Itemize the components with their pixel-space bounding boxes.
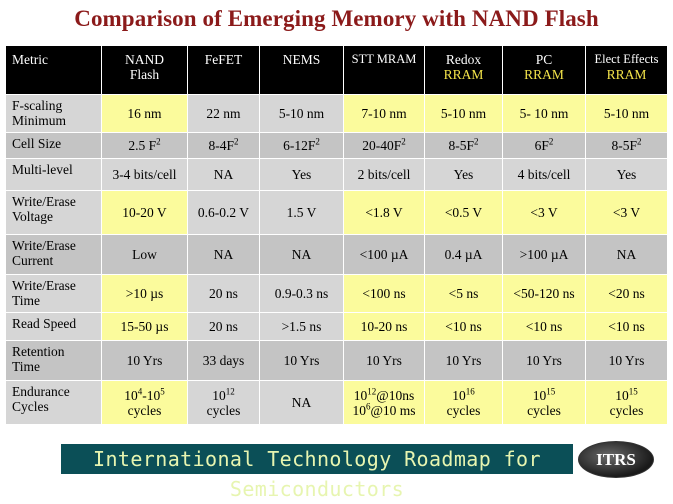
cell-nand: 15-50 µs [101,312,188,341]
cell-nand: 10 Yrs [101,340,188,381]
cell-nems: 0.9-0.3 ns [259,274,344,313]
cell-pc: >100 µA [502,234,586,275]
table-row: Write/Erase Current Low NA NA <100 µA 0.4… [5,234,668,275]
cell-pc: <50-120 ns [502,274,586,313]
header-fefet: FeFET [187,45,260,95]
cell-nems: >1.5 ns [259,312,344,341]
cell-fefet: 20 ns [187,274,260,313]
metric-label: Write/Erase Time [5,274,102,313]
cell-pc: 1015 cycles [502,380,586,425]
metric-label: Write/Erase Current [5,234,102,275]
cell-fefet: 8-4F2 [187,132,260,159]
table-row: Retention Time 10 Yrs 33 days 10 Yrs 10 Y… [5,340,668,381]
cell-nand: 2.5 F2 [101,132,188,159]
cell-nand: 10-20 V [101,190,188,235]
cell-fefet: 22 nm [187,94,260,133]
cell-fefet: NA [187,234,260,275]
cell-redox: <10 ns [424,312,503,341]
cell-stt: <1.8 V [343,190,425,235]
metric-label: Cell Size [5,132,102,159]
cell-redox: <0.5 V [424,190,503,235]
table-row: Endurance Cycles 104-105 cycles 1012 cycles… [5,380,668,425]
metric-label: Retention Time [5,340,102,381]
cell-elect: Yes [585,158,668,191]
itrs-banner: International Technology Roadmap for Sem… [61,444,573,501]
cell-stt: 2 bits/cell [343,158,425,191]
cell-stt: 10 Yrs [343,340,425,381]
cell-elect: 10 Yrs [585,340,668,381]
cell-nems: NA [259,380,344,425]
cell-elect: NA [585,234,668,275]
cell-nems: Yes [259,158,344,191]
header-elect-effects: Elect Effects RRAM [585,45,668,95]
cell-elect: <20 ns [585,274,668,313]
page-title: Comparison of Emerging Memory with NAND … [74,6,599,31]
cell-elect: 1015 cycles [585,380,668,425]
cell-stt: 10-20 ns [343,312,425,341]
table-row: Multi-level 3-4 bits/cell NA Yes 2 bits/… [5,158,668,191]
header-stt-mram: STT MRAM [343,45,425,95]
header-metric: Metric [5,45,102,95]
cell-pc: 4 bits/cell [502,158,586,191]
cell-pc: 10 Yrs [502,340,586,381]
cell-stt: 1012@10ns 106@10 ms [343,380,425,425]
cell-fefet: 33 days [187,340,260,381]
comparison-table: Metric NAND Flash FeFET NEMS STT MRAM Red… [5,45,668,425]
header-nand: NAND Flash [101,45,188,95]
metric-label: Read Speed [5,312,102,341]
cell-nems: NA [259,234,344,275]
cell-redox: 8-5F2 [424,132,503,159]
cell-nems: 6-12F2 [259,132,344,159]
cell-nems: 1.5 V [259,190,344,235]
cell-nand: >10 µs [101,274,188,313]
table-row: Read Speed 15-50 µs 20 ns >1.5 ns 10-20 … [5,312,668,341]
itrs-logo: ITRS [578,441,654,478]
header-nems: NEMS [259,45,344,95]
header-row: Metric NAND Flash FeFET NEMS STT MRAM Red… [5,45,668,95]
cell-nand: 3-4 bits/cell [101,158,188,191]
table-row: Write/Erase Voltage 10-20 V 0.6-0.2 V 1.5… [5,190,668,235]
cell-redox: 0.4 µA [424,234,503,275]
table-row: Cell Size 2.5 F2 8-4F2 6-12F2 20-40F2 8-… [5,132,668,159]
metric-label: Endurance Cycles [5,380,102,425]
cell-fefet: NA [187,158,260,191]
cell-redox: <5 ns [424,274,503,313]
metric-label: Write/Erase Voltage [5,190,102,235]
cell-pc: 5- 10 nm [502,94,586,133]
cell-pc: <3 V [502,190,586,235]
cell-pc: 6F2 [502,132,586,159]
cell-redox: 5-10 nm [424,94,503,133]
cell-fefet: 1012 cycles [187,380,260,425]
cell-pc: <10 ns [502,312,586,341]
cell-stt: <100 µA [343,234,425,275]
cell-nand: Low [101,234,188,275]
table-row: F-scaling Minimum 16 nm 22 nm 5-10 nm 7-1… [5,94,668,133]
cell-elect: 8-5F2 [585,132,668,159]
metric-label: Multi-level [5,158,102,191]
cell-fefet: 0.6-0.2 V [187,190,260,235]
cell-nems: 10 Yrs [259,340,344,381]
cell-nems: 5-10 nm [259,94,344,133]
cell-stt: 7-10 nm [343,94,425,133]
cell-stt: 20-40F2 [343,132,425,159]
cell-elect: <3 V [585,190,668,235]
cell-redox: Yes [424,158,503,191]
header-pc: PC RRAM [502,45,586,95]
cell-stt: <100 ns [343,274,425,313]
metric-label: F-scaling Minimum [5,94,102,133]
cell-redox: 1016 cycles [424,380,503,425]
table-row: Write/Erase Time >10 µs 20 ns 0.9-0.3 ns … [5,274,668,313]
header-redox: Redox RRAM [424,45,503,95]
cell-nand: 16 nm [101,94,188,133]
cell-elect: <10 ns [585,312,668,341]
cell-elect: 5-10 nm [585,94,668,133]
cell-nand: 104-105 cycles [101,380,188,425]
cell-fefet: 20 ns [187,312,260,341]
cell-redox: 10 Yrs [424,340,503,381]
